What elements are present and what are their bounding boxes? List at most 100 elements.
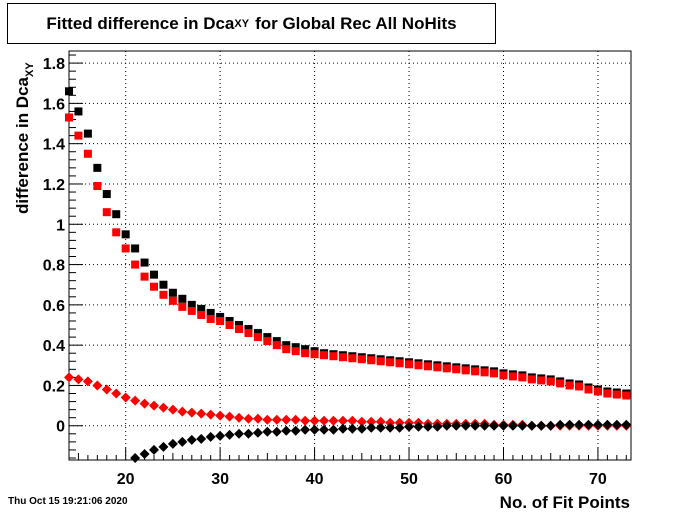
data-point [178, 294, 187, 303]
data-point [394, 422, 405, 433]
data-point [395, 359, 404, 368]
data-point [83, 149, 92, 158]
data-point [337, 423, 348, 434]
data-point [470, 420, 481, 431]
data-point [290, 425, 301, 436]
data-point [432, 421, 443, 432]
data-point [556, 379, 565, 388]
data-point [366, 416, 377, 427]
data-point [507, 420, 518, 431]
data-point [461, 366, 470, 375]
plot-frame [68, 50, 632, 461]
data-point [499, 371, 508, 380]
x-tick-label-4: 60 [495, 471, 513, 488]
data-point [120, 392, 131, 403]
y-tick-label-4: 0.8 [43, 258, 65, 275]
data-point [187, 306, 196, 315]
data-point [300, 415, 311, 426]
data-point [130, 452, 141, 463]
data-point [338, 353, 347, 362]
data-point [592, 419, 603, 430]
data-point [159, 290, 168, 299]
data-point [159, 280, 168, 289]
data-point [281, 425, 292, 436]
data-point [301, 345, 310, 354]
data-point [526, 420, 537, 431]
data-point [235, 325, 244, 334]
data-point [423, 362, 432, 371]
data-point [205, 431, 216, 442]
data-point [243, 413, 254, 424]
data-marks [64, 87, 632, 463]
data-point [300, 424, 311, 435]
data-point [281, 414, 292, 425]
data-point [527, 375, 536, 384]
data-point [291, 347, 300, 356]
data-point [101, 384, 112, 395]
data-point [564, 419, 575, 430]
grid-lines [69, 51, 631, 460]
data-point [205, 409, 216, 420]
data-point [252, 413, 263, 424]
data-point [263, 333, 272, 342]
data-point [196, 408, 207, 419]
data-point [272, 341, 281, 350]
data-point [150, 282, 159, 291]
data-point [235, 321, 244, 330]
data-point [385, 417, 396, 428]
data-point [375, 422, 386, 433]
data-point [121, 230, 130, 239]
data-point [83, 129, 92, 138]
data-point [64, 372, 74, 383]
y-tick-label-1: 0.2 [43, 378, 65, 395]
data-point [356, 416, 367, 427]
data-point [622, 391, 631, 400]
data-point [328, 424, 339, 435]
data-point [139, 448, 150, 459]
data-point [187, 300, 196, 309]
data-point [442, 364, 451, 373]
data-point [252, 427, 263, 438]
data-point [65, 113, 73, 122]
data-point [244, 329, 253, 338]
x-tick-label-1: 30 [211, 471, 229, 488]
data-point [404, 421, 415, 432]
data-point [422, 421, 433, 432]
data-point [262, 414, 273, 425]
y-tick-label-7: 1.4 [43, 137, 65, 154]
data-point [329, 352, 338, 361]
data-point [131, 244, 140, 253]
data-point [498, 420, 509, 431]
data-point [215, 410, 226, 421]
y-tick-label-2: 0.4 [43, 338, 65, 355]
data-point [102, 208, 111, 217]
timestamp: Thu Oct 15 19:21:06 2020 [8, 496, 128, 507]
series-2 [64, 372, 632, 431]
data-point [290, 414, 301, 425]
data-point [584, 385, 593, 394]
data-point [575, 382, 584, 391]
data-point [216, 316, 225, 325]
data-point [574, 419, 585, 430]
x-axis-title: No. of Fit Points [500, 493, 630, 512]
data-point [337, 415, 348, 426]
series-1 [65, 113, 631, 400]
data-point [234, 428, 245, 439]
data-point [479, 420, 490, 431]
data-point [271, 426, 282, 437]
data-point [102, 190, 111, 199]
data-point [385, 422, 396, 433]
data-point [347, 423, 358, 434]
y-tick-label-3: 0.6 [43, 298, 65, 315]
y-tick-label-0: 0 [56, 419, 65, 436]
data-point [319, 424, 330, 435]
data-point [555, 419, 566, 430]
data-point [130, 395, 141, 406]
y-tick-label-5: 1 [56, 217, 65, 234]
data-point [376, 357, 385, 366]
data-point [451, 420, 462, 431]
data-point [347, 415, 358, 426]
data-point [433, 363, 442, 372]
data-point [112, 210, 121, 219]
data-point [357, 355, 366, 364]
